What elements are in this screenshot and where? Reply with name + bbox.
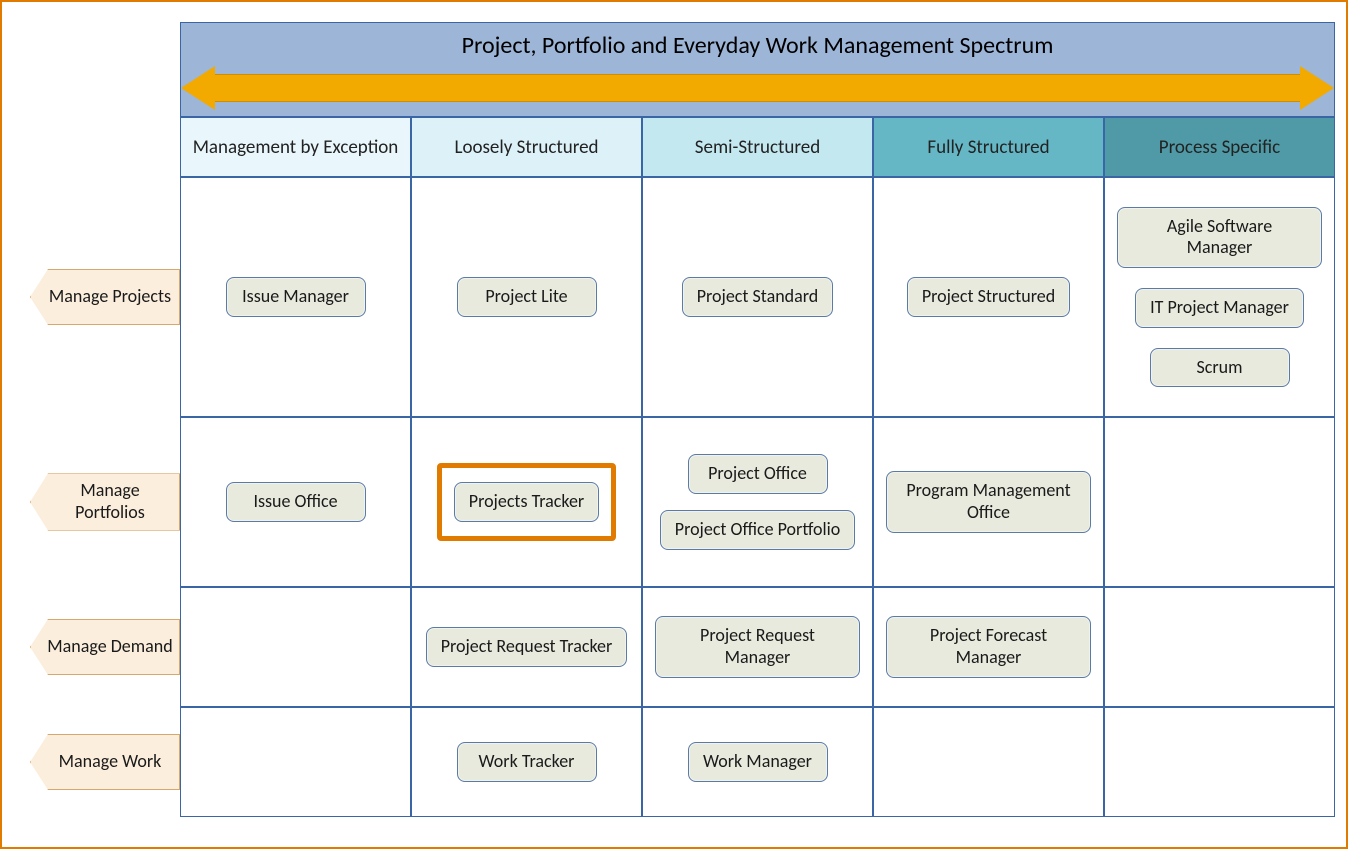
cell: Project Structured xyxy=(873,177,1104,417)
pill-program-management-office: Program Management Office xyxy=(886,471,1091,532)
cell-empty xyxy=(180,587,411,707)
column-header: Loosely Structured xyxy=(411,117,642,177)
cell-highlighted: Projects Tracker xyxy=(411,417,642,587)
column-header: Process Specific xyxy=(1104,117,1335,177)
cell-empty xyxy=(1104,417,1335,587)
cell: Project Lite xyxy=(411,177,642,417)
cell: Agile Software Manager IT Project Manage… xyxy=(1104,177,1335,417)
pill-project-office-portfolio: Project Office Portfolio xyxy=(660,510,855,550)
pill-work-manager: Work Manager xyxy=(688,742,828,782)
arrow-head-right-icon xyxy=(1300,66,1334,110)
pill-project-office: Project Office xyxy=(688,454,828,494)
pill-project-request-manager: Project Request Manager xyxy=(655,616,860,677)
cell: Issue Office xyxy=(180,417,411,587)
pill-work-tracker: Work Tracker xyxy=(457,742,597,782)
pill-issue-office: Issue Office xyxy=(226,482,366,522)
column-header: Management by Exception xyxy=(180,117,411,177)
cell: Work Manager xyxy=(642,707,873,817)
pill-project-structured: Project Structured xyxy=(907,277,1070,317)
title-bar: Project, Portfolio and Everyday Work Man… xyxy=(180,22,1335,117)
highlight-box: Projects Tracker xyxy=(437,463,616,541)
blank-corner xyxy=(20,22,180,177)
cell: Issue Manager xyxy=(180,177,411,417)
row-label-manage-portfolios: Manage Portfolios xyxy=(30,473,180,530)
column-header: Fully Structured xyxy=(873,117,1104,177)
arrow-shaft xyxy=(215,74,1300,102)
row-label-manage-work: Manage Work xyxy=(30,734,180,790)
cell: Work Tracker xyxy=(411,707,642,817)
matrix-grid: Project, Portfolio and Everyday Work Man… xyxy=(20,22,1328,817)
arrow-head-left-icon xyxy=(181,66,215,110)
cell-empty xyxy=(873,707,1104,817)
spectrum-arrow xyxy=(181,66,1334,110)
pill-project-request-tracker: Project Request Tracker xyxy=(426,627,628,667)
pill-scrum: Scrum xyxy=(1150,348,1290,388)
cell: Project Request Tracker xyxy=(411,587,642,707)
pill-it-project-manager: IT Project Manager xyxy=(1135,288,1304,328)
column-header: Semi-Structured xyxy=(642,117,873,177)
cell: Program Management Office xyxy=(873,417,1104,587)
spectrum-title: Project, Portfolio and Everyday Work Man… xyxy=(462,31,1054,60)
pill-project-standard: Project Standard xyxy=(682,277,833,317)
cell: Project Forecast Manager xyxy=(873,587,1104,707)
row-label-wrap: Manage Demand xyxy=(20,587,180,707)
pill-projects-tracker: Projects Tracker xyxy=(454,482,599,522)
cell-empty xyxy=(1104,707,1335,817)
row-label-wrap: Manage Projects xyxy=(20,177,180,417)
cell-empty xyxy=(1104,587,1335,707)
row-label-wrap: Manage Portfolios xyxy=(20,417,180,587)
row-label-manage-projects: Manage Projects xyxy=(30,269,180,325)
pill-issue-manager: Issue Manager xyxy=(226,277,366,317)
row-label-manage-demand: Manage Demand xyxy=(30,619,180,675)
diagram-page: Project, Portfolio and Everyday Work Man… xyxy=(0,0,1348,849)
pill-agile-software-manager: Agile Software Manager xyxy=(1117,207,1322,268)
cell-empty xyxy=(180,707,411,817)
cell: Project Office Project Office Portfolio xyxy=(642,417,873,587)
row-label-wrap: Manage Work xyxy=(20,707,180,817)
pill-project-forecast-manager: Project Forecast Manager xyxy=(886,616,1091,677)
cell: Project Request Manager xyxy=(642,587,873,707)
cell: Project Standard xyxy=(642,177,873,417)
pill-project-lite: Project Lite xyxy=(457,277,597,317)
